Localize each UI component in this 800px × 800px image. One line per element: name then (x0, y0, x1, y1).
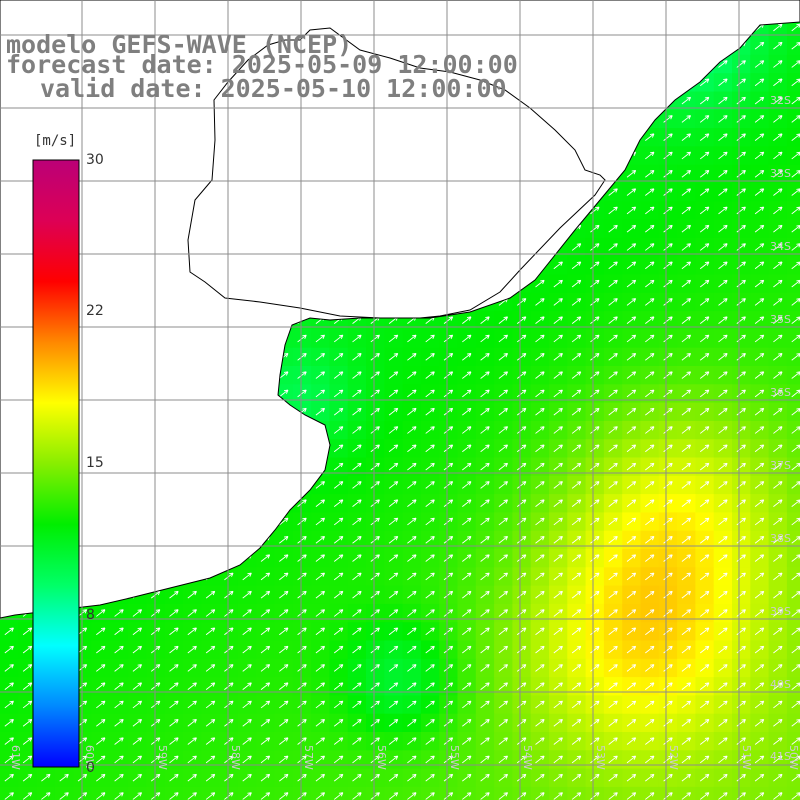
colorbar-tick-label: 15 (86, 455, 104, 471)
longitude-label: 60W (83, 745, 96, 770)
longitude-label: 61W (9, 745, 22, 770)
valid-date: valid date: 2025-05-10 12:00:00 (40, 74, 507, 103)
land-mask (0, 0, 800, 619)
colorbar-gradient (32, 159, 80, 768)
latitude-label: 40S (770, 678, 791, 691)
latitude-labels: 32S 33S 34S 35S 36S 37S 38S 39S 40S 41S (770, 94, 791, 763)
colorbar (32, 159, 80, 768)
latitude-label: 35S (770, 313, 791, 326)
latitude-label: 41S (770, 750, 791, 763)
forecast-date: forecast date: 2025-05-09 12:00:00 (6, 50, 518, 79)
colorbar-tick-label: 30 (86, 152, 104, 168)
latitude-label: 34S (770, 240, 791, 253)
longitude-label: 53W (594, 745, 607, 770)
latitude-label: 32S (770, 94, 791, 107)
longitude-label: 58W (229, 745, 242, 770)
longitude-label: 51W (740, 745, 753, 770)
longitude-label: 50W (787, 745, 800, 770)
longitude-label: 57W (302, 745, 315, 770)
longitude-label: 54W (521, 745, 534, 770)
colorbar-unit-label: [m/s] (34, 133, 77, 149)
model-title: modelo GEFS-WAVE (NCEP) (6, 30, 353, 59)
longitude-label: 56W (375, 745, 388, 770)
longitude-label: 59W (156, 745, 169, 770)
longitude-label: 55W (448, 745, 461, 770)
latitude-label: 33S (770, 167, 791, 180)
longitude-labels: 61W 60W 59W 58W 57W 56W 55W 54W 53W 52W 51W 50W (9, 745, 800, 770)
colorbar-tick-label: 22 (86, 303, 104, 319)
latitude-label: 38S (770, 532, 791, 545)
latitude-label: 36S (770, 386, 791, 399)
longitude-label: 52W (667, 745, 680, 770)
latitude-label: 37S (770, 459, 791, 472)
colorbar-tick-label: 8 (86, 607, 95, 623)
colorbar-tick-label: 0 (86, 760, 95, 776)
south-america-landmass (0, 0, 800, 619)
latitude-label: 39S (770, 605, 791, 618)
